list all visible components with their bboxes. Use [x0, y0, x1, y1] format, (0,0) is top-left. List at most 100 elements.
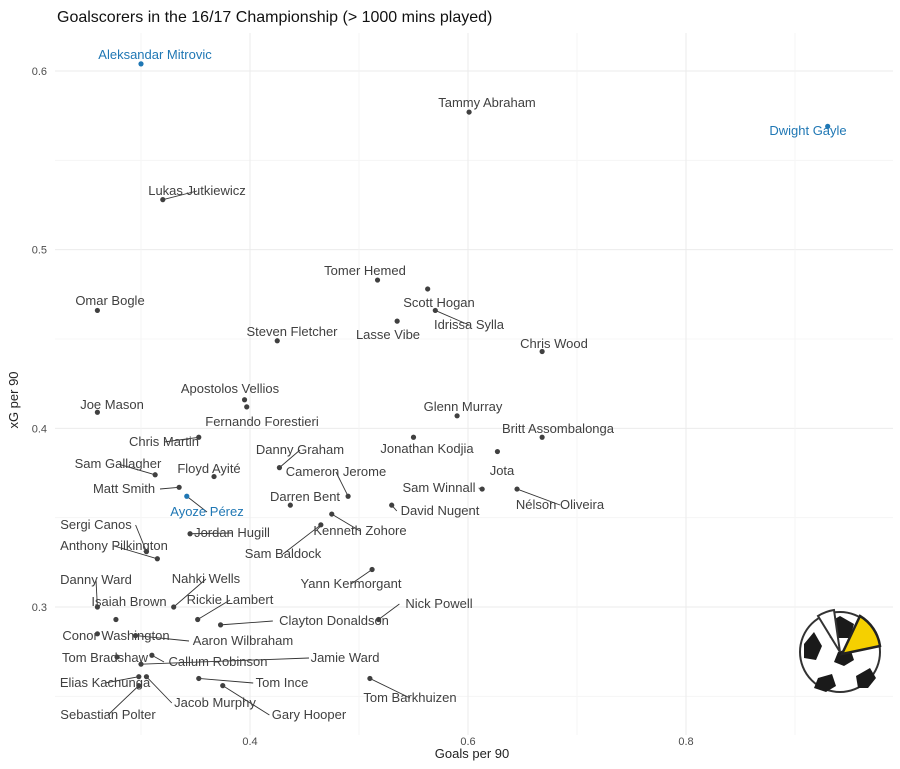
- point-23: [176, 484, 182, 490]
- wedge-white: [816, 608, 841, 653]
- point-35: [94, 604, 100, 610]
- point-14: [454, 413, 460, 419]
- leader-line: [335, 471, 349, 497]
- point-4: [374, 277, 381, 283]
- point-label: Chris Wood: [520, 336, 588, 351]
- point-label: Nahki Wells: [172, 571, 241, 586]
- leader-line: [104, 676, 139, 684]
- point-24: [479, 486, 485, 492]
- point-label: Nick Powell: [405, 596, 472, 611]
- point-39: [217, 622, 224, 628]
- leader-line: [198, 678, 254, 684]
- point-5: [425, 286, 431, 292]
- point-43: [114, 654, 120, 660]
- leader-line: [140, 657, 310, 665]
- leader-line: [163, 436, 199, 443]
- point-17: [410, 434, 417, 440]
- point-7: [432, 307, 438, 314]
- point-0: [138, 61, 144, 67]
- point-label: Nélson Oliveira: [516, 497, 605, 512]
- leader-line: [279, 449, 301, 468]
- x-tick-label: 0.8: [678, 736, 693, 748]
- point-10: [539, 348, 545, 355]
- point-label: Sebastian Polter: [60, 707, 156, 722]
- point-49: [136, 683, 142, 689]
- point-label: Rickie Lambert: [187, 592, 274, 607]
- point-15: [196, 434, 202, 440]
- ball-patch: [814, 674, 836, 692]
- leader-line: [173, 578, 207, 608]
- point-22: [345, 493, 351, 499]
- point-label: Danny Graham: [256, 442, 344, 457]
- point-45: [138, 661, 144, 667]
- leader-line: [107, 685, 140, 716]
- point-26: [184, 493, 190, 499]
- point-33: [154, 556, 160, 562]
- football-logo: [799, 608, 882, 693]
- point-label: Matt Smith: [93, 481, 155, 496]
- y-tick-label: 0.4: [32, 423, 47, 435]
- point-label: Aleksandar Mitrovic: [98, 47, 212, 62]
- leader-line: [222, 685, 270, 716]
- point-50: [143, 674, 150, 680]
- point-label: Elias Kachunga: [60, 675, 151, 690]
- point-8: [394, 318, 400, 324]
- point-label: Jonathan Kodjia: [380, 441, 474, 456]
- point-44: [149, 652, 155, 658]
- chart-title: Goalscorers in the 16/17 Championship (>…: [57, 9, 492, 26]
- point-label: Callum Robinson: [169, 654, 268, 669]
- point-label: David Nugent: [401, 503, 480, 518]
- point-label: Danny Ward: [60, 572, 132, 587]
- wedge-yellow: [839, 614, 882, 656]
- point-31: [187, 531, 193, 537]
- point-32: [318, 522, 324, 528]
- point-38: [195, 616, 201, 623]
- data-labels: Aleksandar Mitrovic Tammy Abraham Dwight G…: [60, 47, 847, 722]
- y-tick-label: 0.3: [32, 602, 47, 614]
- point-label: Tomer Hemed: [324, 263, 406, 278]
- point-label: Gary Hooper: [272, 707, 347, 722]
- x-tick-label: 0.6: [460, 736, 475, 748]
- point-25: [514, 486, 520, 492]
- point-51: [220, 683, 226, 689]
- point-9: [274, 338, 280, 344]
- point-13: [94, 409, 100, 415]
- point-label: Floyd Ayité: [177, 461, 240, 476]
- point-47: [196, 675, 202, 682]
- leader-line: [190, 532, 233, 535]
- point-label: Lukas Jutkiewicz: [148, 183, 246, 198]
- leader-line: [378, 603, 400, 620]
- leader-line: [186, 495, 208, 513]
- label-leader-lines: [95, 190, 561, 716]
- point-label: Kenneth Zohore: [313, 523, 406, 538]
- point-label: Aaron Wilbraham: [193, 633, 293, 648]
- leader-line: [135, 635, 190, 642]
- point-label: Tom Ince: [256, 675, 309, 690]
- point-label: Joe Mason: [80, 397, 144, 412]
- point-37: [113, 616, 119, 623]
- leader-line: [135, 524, 147, 552]
- leader-line: [197, 599, 231, 620]
- point-27: [287, 502, 293, 508]
- x-axis-title: Goals per 90: [435, 746, 509, 761]
- point-label: Darren Bent: [270, 489, 340, 504]
- point-label: Conor Washington: [62, 628, 169, 643]
- point-label: Apostolos Vellios: [181, 381, 280, 396]
- point-2: [825, 123, 831, 129]
- y-tick-label: 0.6: [32, 66, 47, 78]
- point-18: [276, 465, 283, 471]
- point-34: [369, 566, 375, 573]
- leader-line: [162, 190, 198, 201]
- axis-ticks: 0.3 0.4 0.5 0.6 0.4 0.6 0.8: [32, 66, 694, 748]
- point-label: Yann Kermorgant: [301, 576, 402, 591]
- point-11: [241, 397, 248, 403]
- point-21: [494, 448, 501, 455]
- point-label: Britt Assombalonga: [502, 421, 615, 436]
- point-48: [367, 675, 373, 682]
- leader-line: [117, 463, 156, 476]
- leader-line: [113, 545, 158, 560]
- point-12: [244, 404, 250, 410]
- point-label: Idrissa Sylla: [434, 317, 505, 332]
- point-label: Steven Fletcher: [246, 324, 338, 339]
- leader-line: [146, 676, 173, 704]
